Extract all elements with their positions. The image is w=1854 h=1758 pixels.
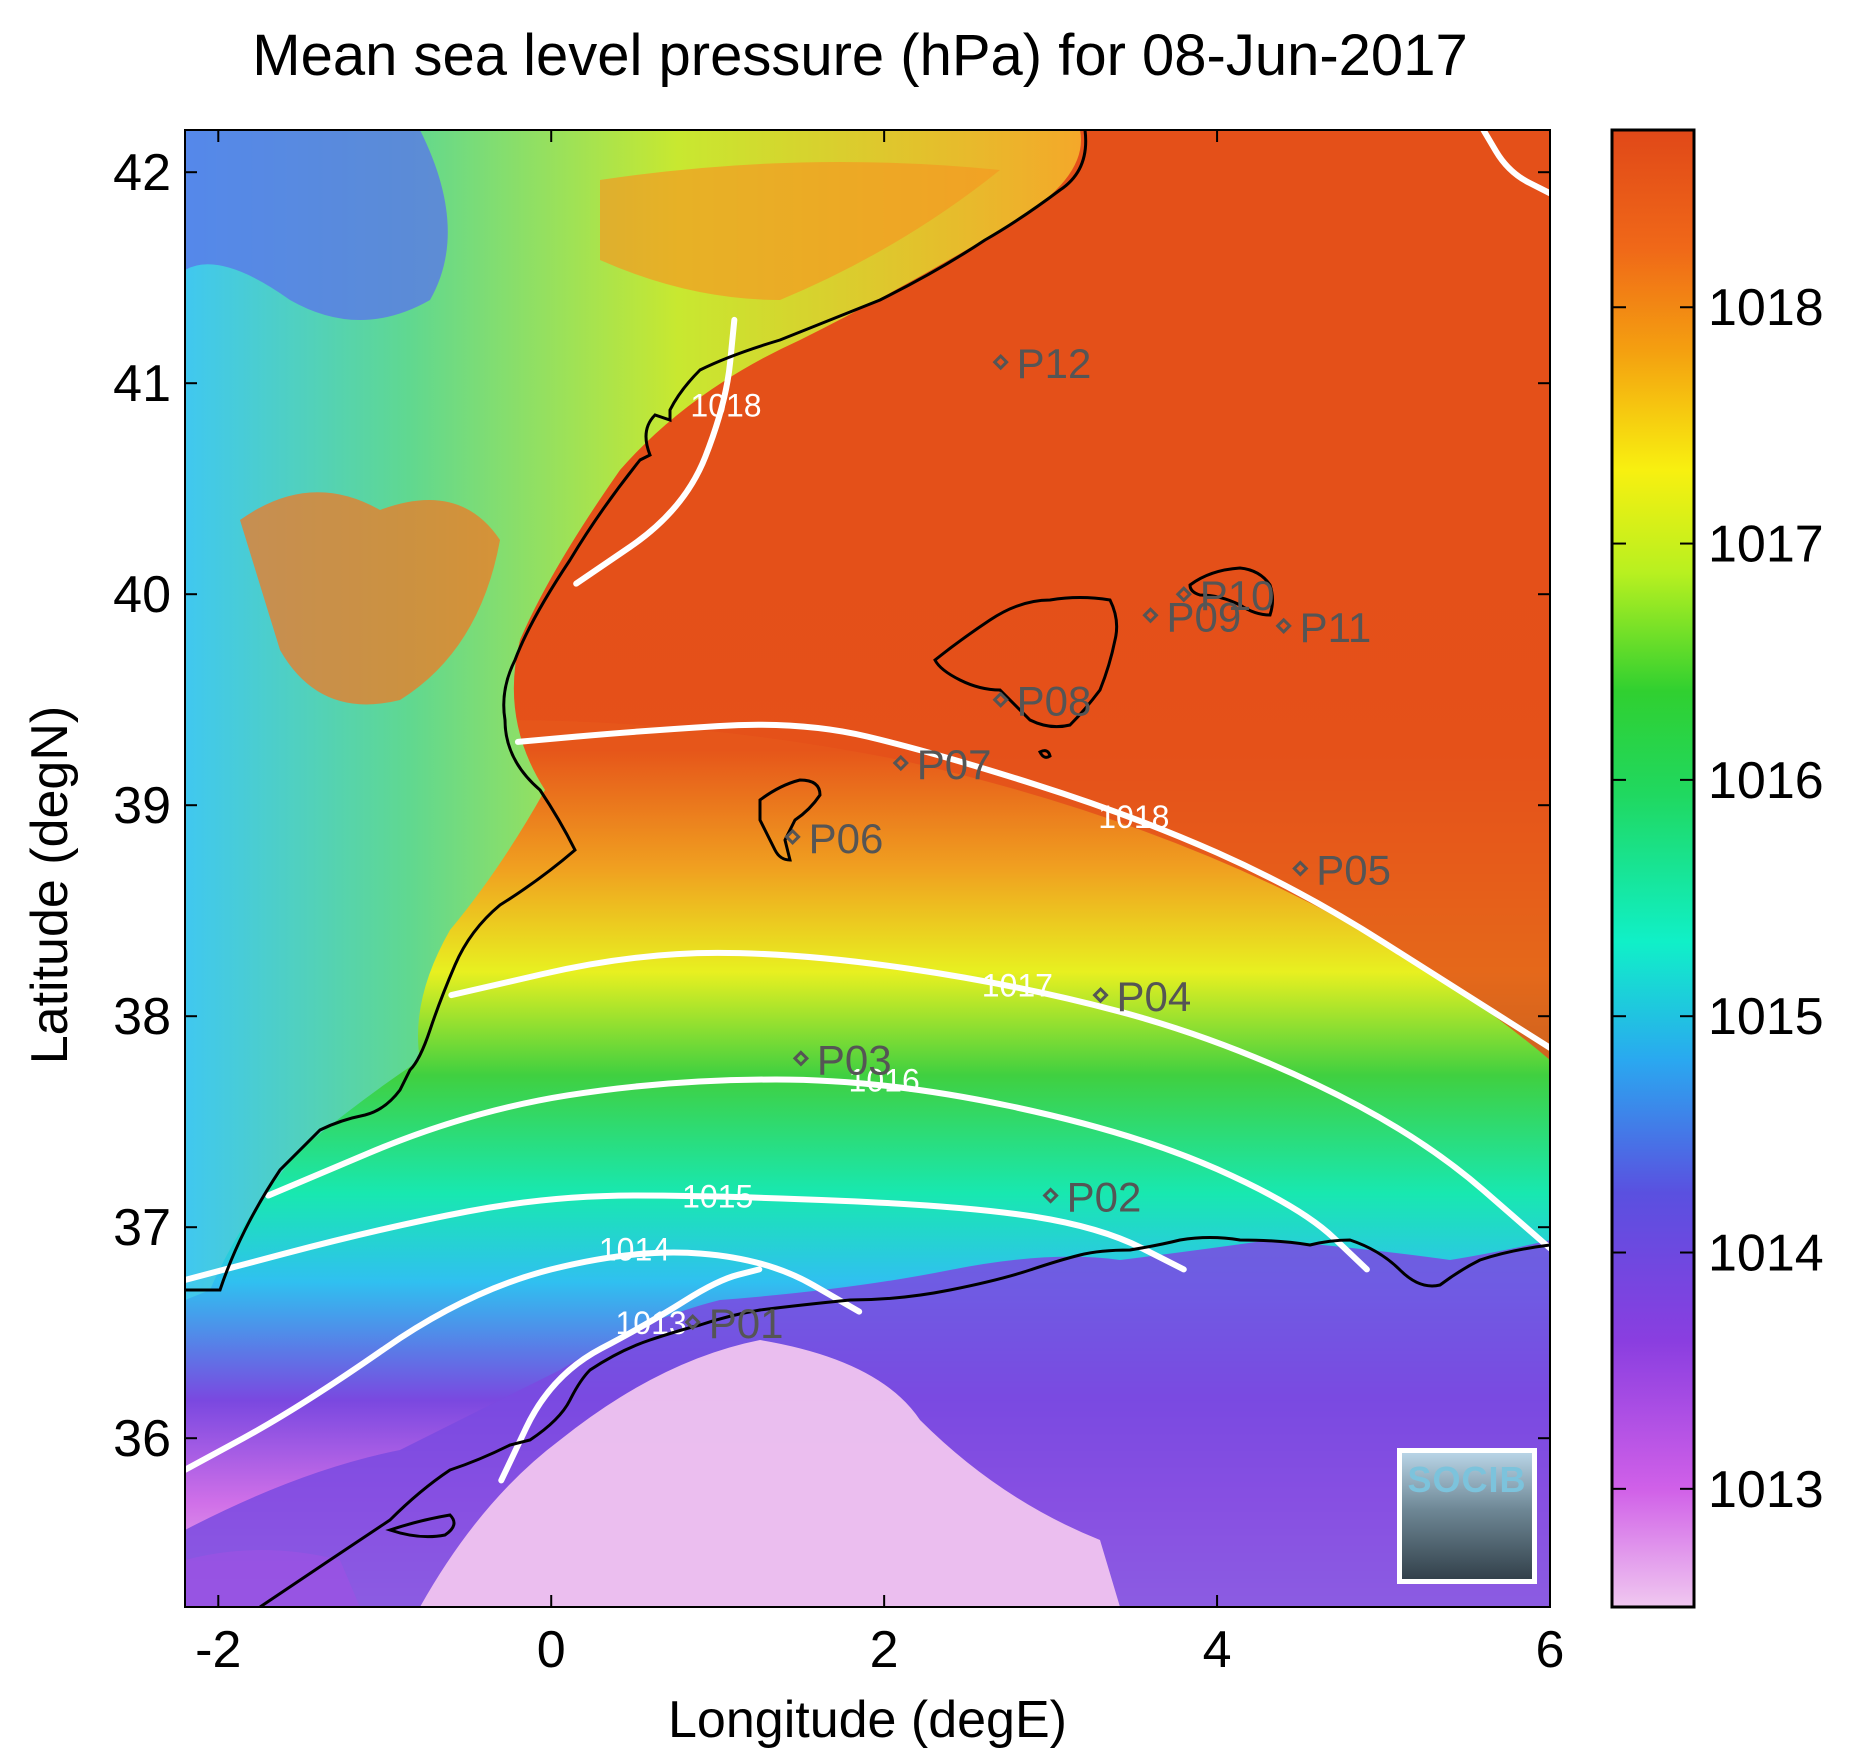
- station-marker: [1142, 607, 1159, 624]
- isobar-contours: 1013 1014 1015 1016 1017 1018 1018: [185, 130, 1550, 1484]
- station-marker: [992, 353, 1009, 371]
- y-tick-label: 41: [113, 355, 171, 413]
- plot-frame: [184, 129, 1551, 1608]
- mallorca-island: [933, 596, 1119, 729]
- station-marker: [684, 1314, 701, 1331]
- y-tick-label: 40: [113, 566, 171, 624]
- station-label: P01: [709, 1300, 784, 1347]
- y-tick-label: 42: [113, 144, 171, 202]
- socib-logo: SOCIB: [1397, 1448, 1537, 1584]
- x-axis-label: Longitude (degE): [668, 1691, 1067, 1749]
- station-label: P08: [1017, 678, 1092, 725]
- colorbar-tick-label: 1018: [1708, 279, 1824, 337]
- isobar-label: 1018: [690, 387, 761, 423]
- isobar-label: 1013: [616, 1305, 687, 1341]
- y-tick-label: 37: [113, 1199, 171, 1257]
- ibiza-island: [758, 778, 822, 862]
- station-marker: [892, 754, 909, 772]
- station-marker: [1175, 586, 1192, 603]
- y-tick-label: 36: [113, 1410, 171, 1468]
- isobar-label: 1014: [599, 1231, 670, 1267]
- isobar-label: 1017: [982, 968, 1053, 1004]
- pressure-field: [185, 130, 1550, 1607]
- y-axis-label: Latitude (degN): [21, 705, 79, 1065]
- colorbar-tick-label: 1014: [1708, 1225, 1824, 1283]
- colorbar-tick-label: 1016: [1708, 752, 1824, 810]
- station-label: P11: [1300, 604, 1372, 651]
- station-label: P12: [1017, 340, 1092, 387]
- station-label: P07: [917, 741, 992, 788]
- colorbar-tick-label: 1017: [1708, 516, 1824, 574]
- x-tick-label: -2: [195, 1621, 241, 1679]
- station-marker: [1292, 860, 1309, 877]
- coastlines: [185, 130, 1550, 1607]
- cabrera-island: [1037, 749, 1052, 759]
- colorbar-ticks: 1013 1014 1015 1016 1017 1018: [1612, 279, 1824, 1519]
- chart-title: Mean sea level pressure (hPa) for 08-Jun…: [252, 23, 1468, 88]
- axis-ticks: -2 0 2 4 6 36 37 38 39 40 41 42: [113, 130, 1564, 1679]
- station-marker: [1042, 1187, 1059, 1204]
- x-tick-label: 6: [1536, 1621, 1565, 1679]
- x-tick-label: 4: [1203, 1621, 1232, 1679]
- station-label: P04: [1117, 973, 1192, 1020]
- alboran-island: [385, 1513, 456, 1539]
- isobar-line: [1480, 130, 1550, 197]
- station-label: P09: [1166, 593, 1241, 640]
- station-label: P10: [1200, 572, 1275, 619]
- isobar-line: [265, 1076, 1370, 1273]
- isobar-line: [514, 721, 1550, 1051]
- station-label: P02: [1067, 1174, 1142, 1221]
- isobar-label: 1016: [849, 1063, 920, 1099]
- y-tick-label: 38: [113, 988, 171, 1046]
- logo-text: SOCIB: [1407, 1459, 1527, 1500]
- station-marker: [792, 1050, 810, 1067]
- menorca-island: [1188, 566, 1274, 617]
- colorbar-tick-label: 1013: [1708, 1461, 1824, 1519]
- iberian-coastline: [185, 130, 1088, 1292]
- isobar-line: [448, 949, 1550, 1252]
- station-label: P05: [1316, 847, 1391, 894]
- colorbar-tick-label: 1015: [1708, 988, 1824, 1046]
- isobar-line: [573, 316, 738, 587]
- isobar-line: [185, 1249, 863, 1473]
- y-tick-label: 39: [113, 777, 171, 835]
- station-marker: [992, 691, 1009, 708]
- x-tick-label: 0: [537, 1621, 566, 1679]
- x-tick-label: 2: [870, 1621, 899, 1679]
- isobar-label: 1015: [682, 1179, 753, 1215]
- african-coastline: [259, 1236, 1550, 1607]
- station-label: P06: [809, 815, 884, 862]
- station-marker: [784, 828, 801, 845]
- station-marker: [1275, 617, 1292, 634]
- colorbar: [1610, 128, 1696, 1609]
- isobar-line: [185, 1192, 1187, 1283]
- isobar-label: 1018: [1098, 799, 1169, 835]
- station-marker: [1092, 986, 1109, 1004]
- station-label: P03: [817, 1036, 892, 1083]
